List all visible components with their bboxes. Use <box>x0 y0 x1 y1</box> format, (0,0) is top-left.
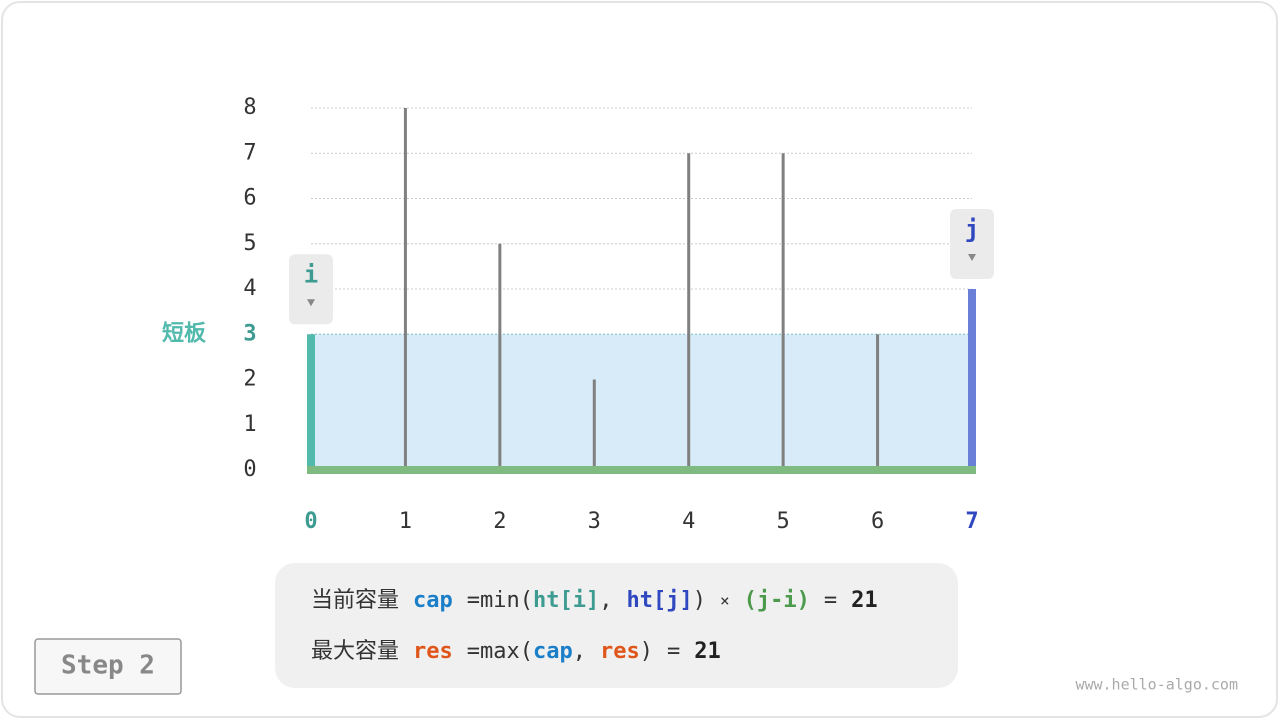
pointer-label: i <box>304 260 318 288</box>
formula-token: ht[i] <box>533 588 599 613</box>
x-tick-label: 7 <box>965 509 978 534</box>
formula-token: , <box>573 639 586 664</box>
x-tick-label: 1 <box>399 509 412 534</box>
formula-token: 21 <box>851 588 878 613</box>
y-tick-label: 0 <box>243 457 256 482</box>
step-box <box>34 638 182 695</box>
formula-line: 最大容量 res =max(cap, res) = 21 <box>311 639 721 664</box>
formula-token: 当前容量 <box>311 588 399 613</box>
formula-token: (j-i) <box>744 588 810 613</box>
formula-token: ) <box>640 639 653 664</box>
x-tick-label: 2 <box>493 509 506 534</box>
y-tick-label: 3 <box>243 321 256 346</box>
annotation-label: 短板 <box>162 321 207 346</box>
y-tick-label: 6 <box>243 186 256 211</box>
formula-token: cap <box>413 588 453 613</box>
formula-token: res <box>413 639 453 664</box>
formula-token: = <box>824 588 837 613</box>
x-tick-label: 4 <box>682 509 695 534</box>
y-tick-label: 4 <box>243 276 256 301</box>
x-tick-label: 0 <box>304 509 317 534</box>
y-tick-label: 5 <box>243 231 256 256</box>
x-tick-label: 5 <box>777 509 790 534</box>
pointer-box <box>289 254 333 325</box>
watermark: www.hello-algo.com <box>1075 676 1238 694</box>
y-tick-label: 1 <box>243 412 256 437</box>
formula-token: = <box>467 639 480 664</box>
y-tick-label: 2 <box>243 367 256 392</box>
formula-token: = <box>667 639 680 664</box>
formula-token: × <box>720 591 730 610</box>
formula-token: cap <box>533 639 573 664</box>
formula-token: 最大容量 <box>311 639 399 664</box>
formula-token: 21 <box>694 639 721 664</box>
x-tick-label: 3 <box>588 509 601 534</box>
pointer-arrow <box>968 254 976 261</box>
step-label: Step 2 <box>61 651 155 681</box>
pointer-arrow <box>307 299 315 307</box>
water-area <box>311 334 972 470</box>
y-tick-label: 7 <box>243 140 256 165</box>
pointer-label: j <box>965 215 979 243</box>
formula-box <box>275 563 958 688</box>
formula-token: max( <box>480 639 533 664</box>
formula-token: ht[j] <box>626 588 692 613</box>
formula-token: res <box>600 639 640 664</box>
formula-line: 当前容量 cap =min(ht[i], ht[j]) × (j-i) = 21 <box>311 588 878 613</box>
formula-token: min( <box>480 588 533 613</box>
y-tick-label: 8 <box>243 95 256 120</box>
formula-token: = <box>467 588 480 613</box>
pointer-box <box>950 209 994 279</box>
x-tick-label: 6 <box>871 509 884 534</box>
formula-token: ) <box>693 588 706 613</box>
chart: 0 1 2 3 4 5 6 7 8 短板 0 1 2 3 4 5 6 7 i j <box>162 95 994 534</box>
formula-token: , <box>599 588 612 613</box>
